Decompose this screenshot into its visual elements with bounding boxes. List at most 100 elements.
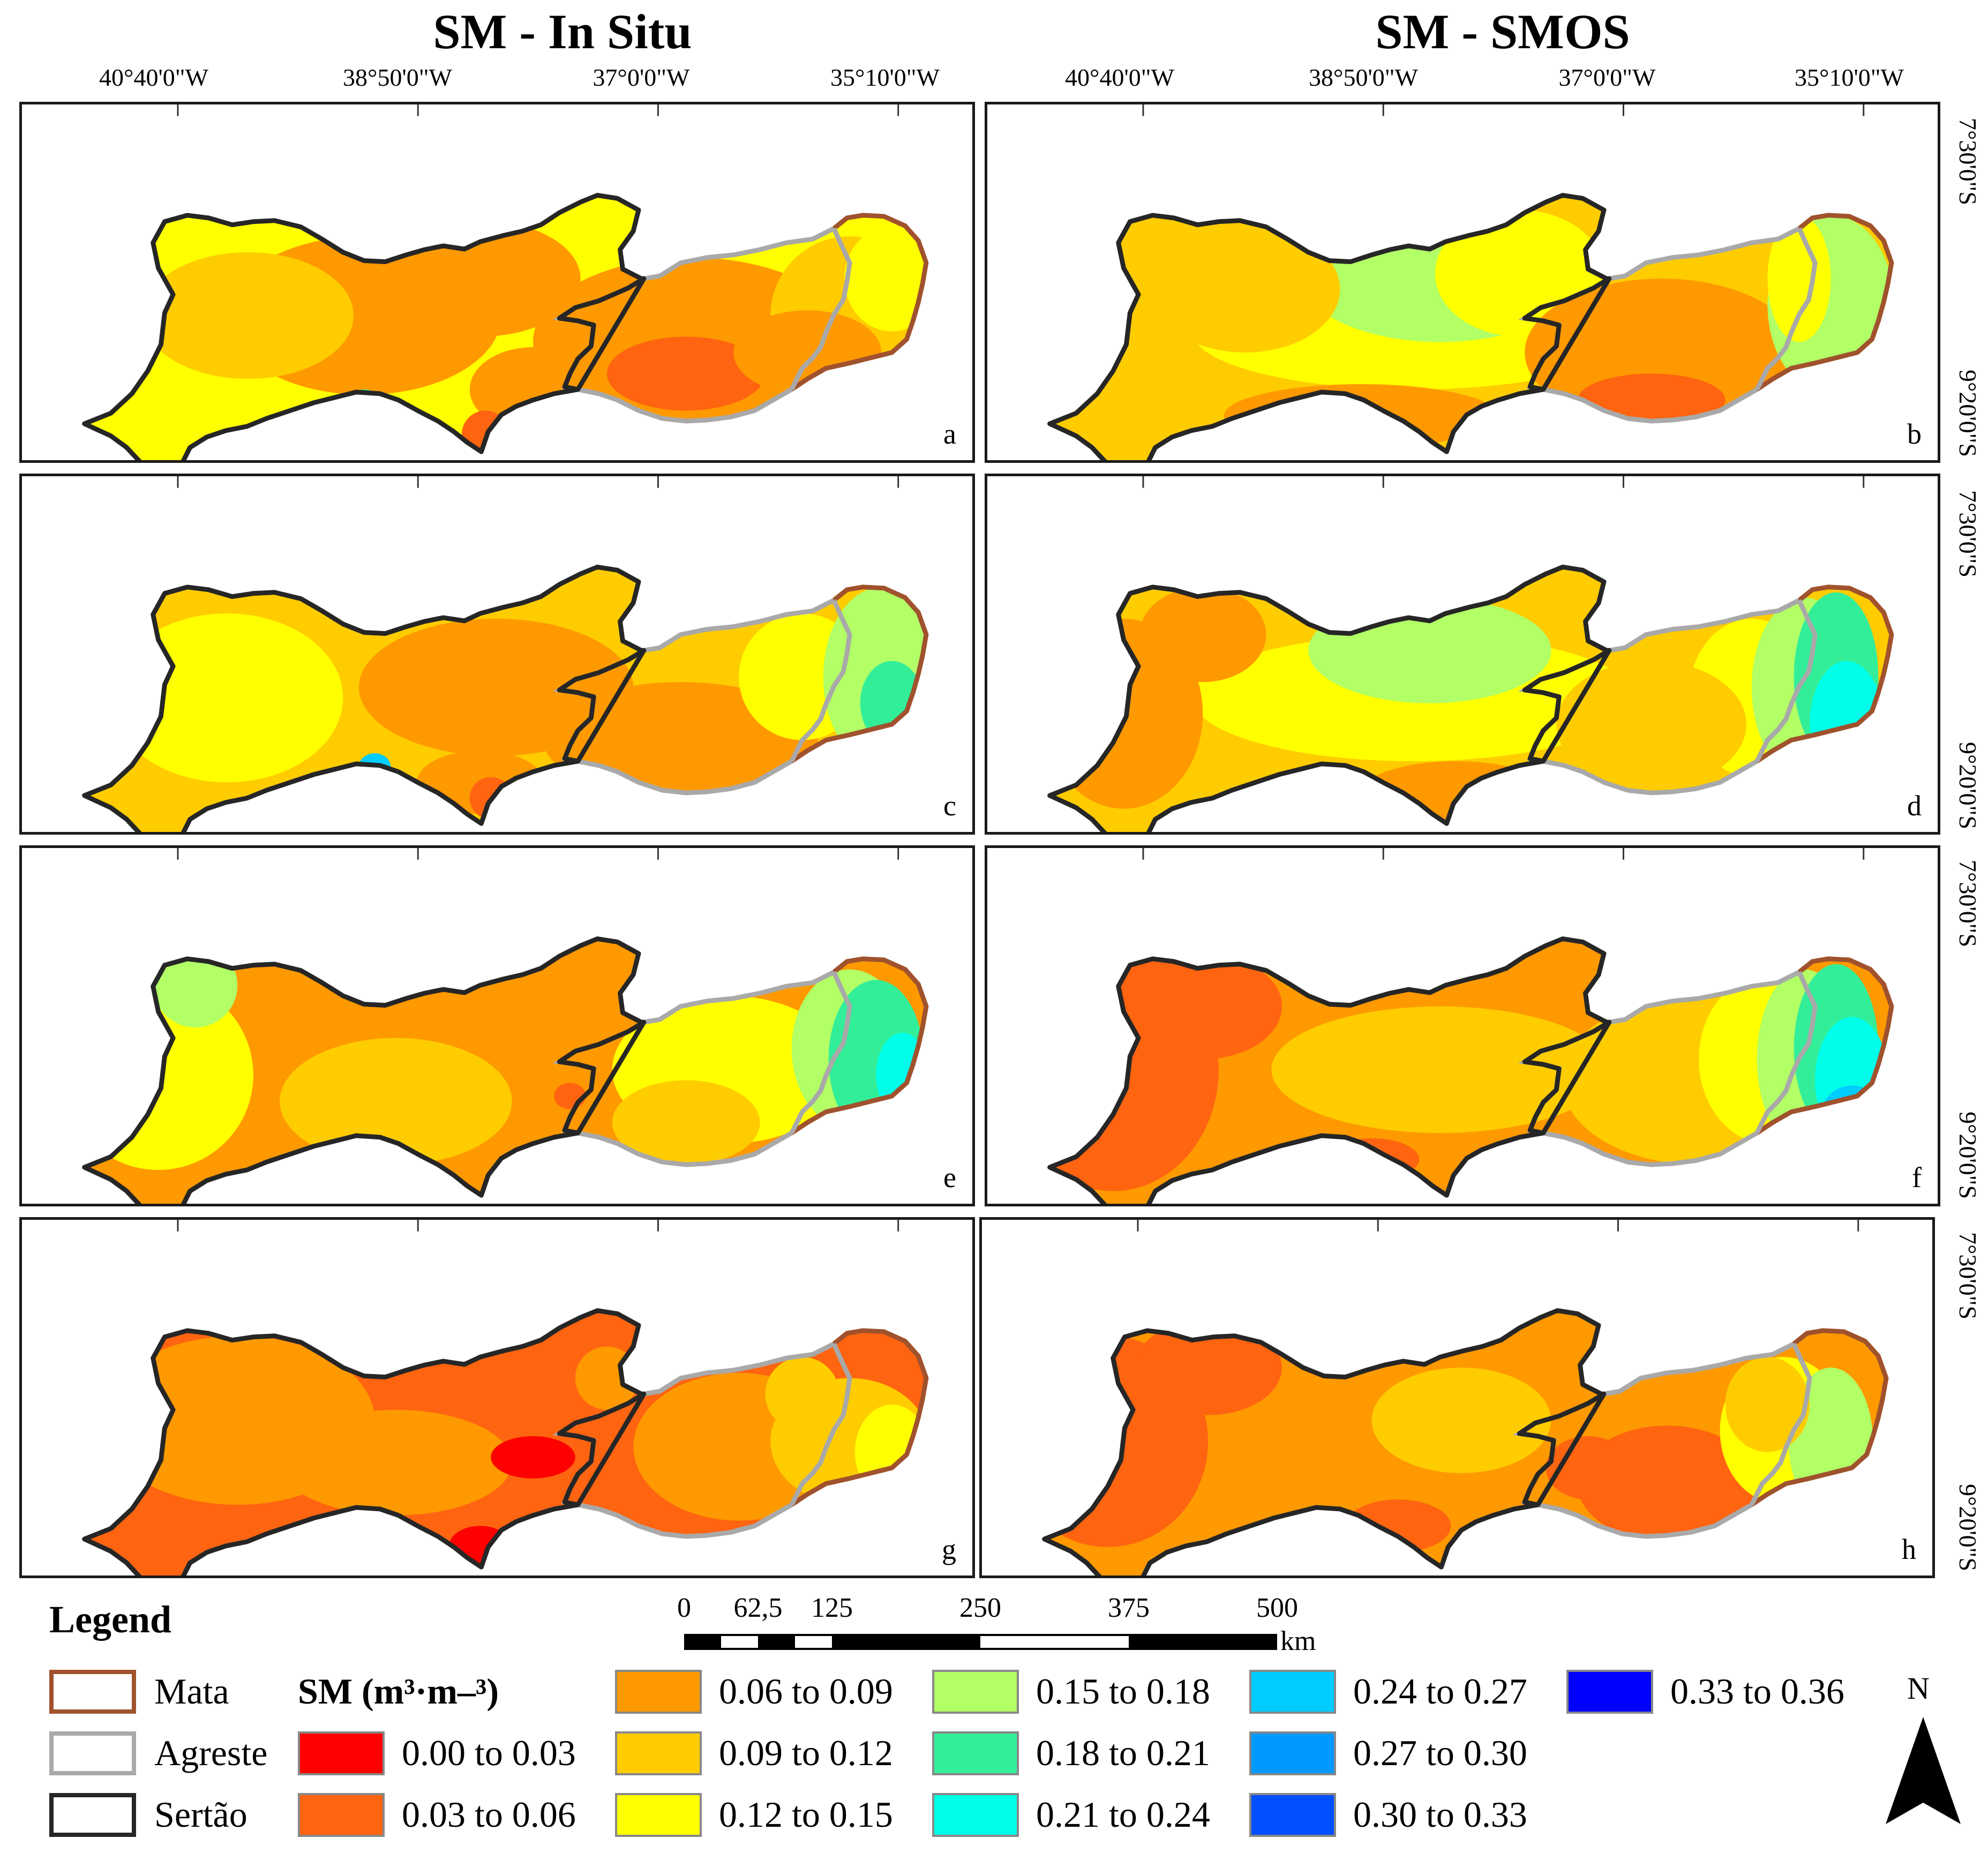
panel-letter: d	[1907, 790, 1922, 822]
scale-unit: km	[1280, 1626, 1316, 1656]
mata-boundary	[790, 584, 929, 763]
moisture-zone	[554, 1083, 586, 1109]
scale-tick-label: 0	[677, 1593, 691, 1623]
legend-region-label: Agreste	[154, 1732, 268, 1773]
moisture-zone	[1767, 215, 1831, 342]
lat-label: 9°20'0"S	[1954, 1112, 1982, 1199]
moisture-zone	[1556, 661, 1747, 788]
moisture-fill	[1049, 567, 1892, 832]
legend-title: Legend	[49, 1598, 172, 1641]
moisture-zone	[1150, 226, 1340, 353]
moisture-zone	[733, 310, 882, 395]
moisture-zone	[110, 613, 343, 783]
moisture-zone	[1345, 1499, 1451, 1552]
moisture-zone	[1324, 1138, 1420, 1181]
map-panel-c: c	[19, 474, 975, 835]
mata-swatch	[49, 1670, 136, 1714]
mata-boundary	[1756, 956, 1894, 1135]
lon-label: 40°40'0"W	[1065, 64, 1174, 91]
sm-class-swatch	[932, 1731, 1019, 1775]
sm-class-swatch	[615, 1793, 702, 1837]
lon-label: 37°0'0"W	[1558, 64, 1656, 91]
sm-class-swatch	[1249, 1731, 1336, 1775]
legend-region-label: Mata	[154, 1671, 229, 1712]
sm-class-label: 0.30 to 0.33	[1353, 1794, 1527, 1835]
lon-label: 38°50'0"W	[1309, 64, 1418, 91]
sm-class-label: 0.06 to 0.09	[719, 1671, 893, 1712]
soil-moisture-map	[1042, 1220, 1889, 1576]
scale-bar-segment	[684, 1634, 721, 1650]
map-panel-d: d	[985, 474, 1940, 835]
north-arrow-icon	[1886, 1717, 1961, 1824]
scale-tick-label: 375	[1108, 1593, 1150, 1623]
scale-tick-label: 125	[811, 1593, 853, 1623]
sm-class-swatch	[615, 1731, 702, 1775]
lon-label: 37°0'0"W	[592, 64, 690, 91]
lat-label: 7°30'0"S	[1954, 860, 1982, 948]
lat-label: 9°20'0"S	[1954, 742, 1982, 830]
map-panel-h: h	[979, 1217, 1935, 1578]
scale-bar-segment	[832, 1634, 980, 1650]
sm-class-label: 0.12 to 0.15	[719, 1794, 893, 1835]
moisture-fill	[84, 1310, 926, 1576]
mata-boundary	[790, 1328, 929, 1507]
soil-moisture-map	[1047, 848, 1894, 1204]
soil-moisture-map	[82, 476, 929, 832]
agreste-swatch	[49, 1731, 136, 1775]
moisture-zone	[1224, 384, 1498, 448]
moisture-zone	[142, 252, 354, 379]
sm-class-swatch	[932, 1670, 1019, 1714]
scale-bar-segment	[1129, 1634, 1277, 1650]
moisture-zone	[1361, 761, 1551, 825]
moisture-zone	[1134, 1320, 1282, 1415]
sertao-boundary	[82, 193, 647, 460]
lat-label: 9°20'0"S	[1954, 1484, 1982, 1572]
lon-label: 35°10'0"W	[830, 64, 940, 91]
moisture-fill	[1049, 939, 1892, 1204]
soil-moisture-map	[82, 848, 929, 1204]
lat-label: 9°20'0"S	[1954, 370, 1982, 457]
moisture-zone	[860, 661, 924, 746]
lon-label: 40°40'0"W	[99, 64, 208, 91]
moisture-zone	[1810, 661, 1884, 788]
lat-label: 7°30'0"S	[1954, 490, 1982, 578]
map-panel-a: a	[19, 102, 975, 463]
sertao-boundary	[1047, 565, 1612, 832]
moisture-fill	[1044, 1310, 1886, 1576]
sm-class-label: 0.18 to 0.21	[1036, 1732, 1210, 1773]
scale-bar: 0 62,5 125 250 375 500 km	[677, 1592, 1350, 1667]
moisture-zone	[881, 729, 924, 772]
title-smos: SM - SMOS	[1375, 4, 1630, 59]
sertao-boundary	[1042, 1308, 1607, 1576]
moisture-zone	[153, 943, 238, 1027]
map-panel-e: e	[19, 845, 975, 1206]
title-in-situ: SM - In Situ	[433, 4, 692, 59]
moisture-zone	[1577, 373, 1726, 426]
panel-letter: e	[943, 1161, 956, 1194]
sm-class-label: 0.00 to 0.03	[402, 1732, 576, 1773]
sertao-boundary	[82, 1308, 647, 1576]
moisture-zone	[1139, 587, 1266, 682]
moisture-zone	[881, 1117, 924, 1160]
soil-moisture-map	[1047, 476, 1894, 832]
moisture-zone	[606, 336, 766, 411]
sm-class-swatch	[1566, 1670, 1653, 1714]
sertao-boundary	[82, 565, 647, 832]
sm-class-swatch	[615, 1670, 702, 1714]
map-panel-g: g	[19, 1217, 975, 1578]
mata-boundary	[790, 956, 929, 1135]
map-panel-b: b	[985, 102, 1940, 463]
lat-label: 7°30'0"S	[1954, 118, 1982, 206]
moisture-zone	[280, 1409, 512, 1516]
sertao-boundary	[1047, 936, 1612, 1204]
soil-moisture-map	[82, 104, 929, 460]
scale-tick-label: 62,5	[733, 1593, 783, 1623]
moisture-zone	[876, 1032, 926, 1117]
sm-class-swatch	[1249, 1793, 1336, 1837]
lon-label: 35°10'0"W	[1795, 64, 1904, 91]
north-label: N	[1907, 1671, 1930, 1706]
sm-class-label: 0.21 to 0.24	[1036, 1794, 1210, 1835]
moisture-zone	[1815, 1017, 1889, 1144]
panel-letter: h	[1902, 1533, 1916, 1565]
panel-letter: f	[1912, 1161, 1922, 1194]
